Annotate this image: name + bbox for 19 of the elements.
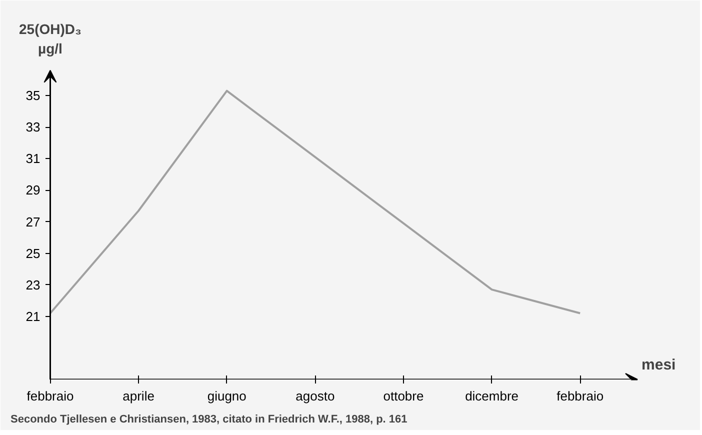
x-tick-label: febbraio <box>556 388 604 404</box>
x-tick-label: dicembre <box>465 388 519 404</box>
y-tick-label: 27 <box>26 214 40 230</box>
y-tick-label: 29 <box>26 182 40 198</box>
x-tick-label: agosto <box>296 388 335 404</box>
y-tick-label: 23 <box>26 277 40 292</box>
x-tick-label: febbraio <box>26 388 74 404</box>
line-series <box>49 90 582 314</box>
x-tick-label: giugno <box>207 388 246 404</box>
x-axis-title: mesi <box>642 356 676 374</box>
text: Secondo Tjellesen e Christiansen, 1983, citato in Friedrich W.F., 1988, p. 161 <box>10 414 408 426</box>
x-tick-label: ottobre <box>383 388 424 404</box>
y-tick-label: 33 <box>26 120 40 135</box>
y-axis-title: 25(OH)D₃ µg/l <box>19 21 82 56</box>
x-tick-label: aprile <box>122 388 154 404</box>
y-tick-label: 35 <box>26 88 40 104</box>
y-tick-label: 25 <box>26 246 40 261</box>
y-tick-label: 31 <box>26 151 40 166</box>
y-tick-label: 21 <box>26 308 40 324</box>
